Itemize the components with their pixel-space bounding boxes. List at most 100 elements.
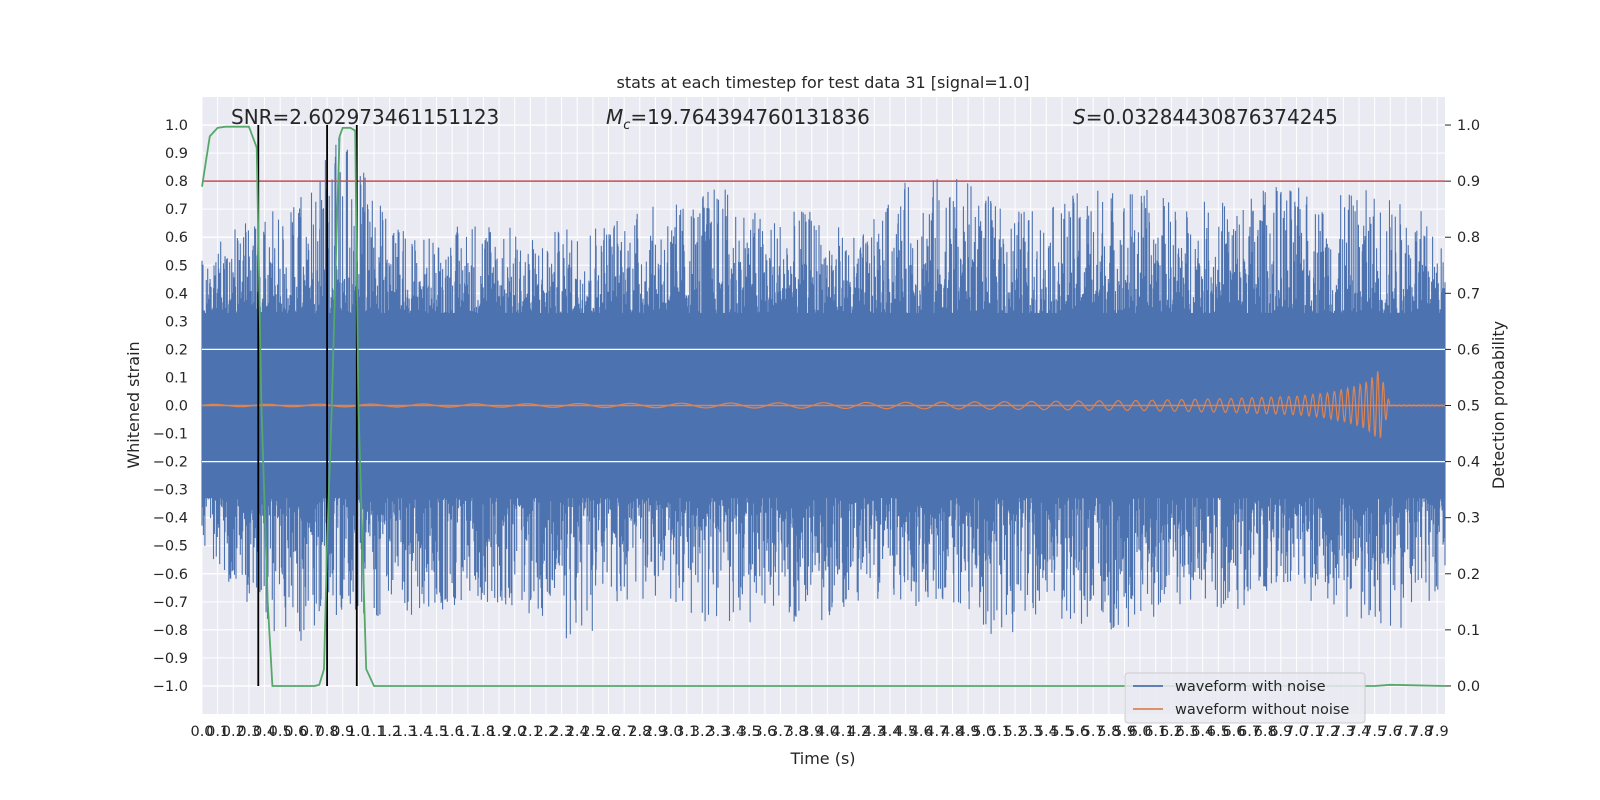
x-tick-label: 2.4	[566, 724, 589, 740]
x-tick-label: 0.9	[331, 724, 354, 740]
chart-title: stats at each timestep for test data 31 …	[617, 73, 1030, 92]
x-tick-label: 5.5	[1050, 724, 1073, 740]
chirp-mass-symbol: M	[606, 105, 623, 129]
x-tick-label: 7.0	[1285, 724, 1308, 740]
y-tick-label-left: 0.2	[165, 342, 188, 358]
x-tick-label: 5.8	[1097, 724, 1120, 740]
x-tick-label: 5.0	[972, 724, 995, 740]
x-tick-label: 7.2	[1316, 724, 1339, 740]
y-tick-label-left: −0.9	[153, 651, 188, 667]
legend-box	[1124, 672, 1366, 724]
s-value: =0.03284430876374245	[1086, 105, 1338, 129]
x-tick-label: 4.2	[847, 724, 870, 740]
x-tick-label: 2.5	[581, 724, 604, 740]
y-axis-label-left: Whitened strain	[124, 341, 143, 468]
x-tick-label: 1.9	[488, 724, 511, 740]
x-tick-label: 4.5	[894, 724, 917, 740]
y-tick-label-left: −1.0	[153, 679, 188, 695]
x-tick-label: 2.0	[503, 724, 526, 740]
y-tick-label-left: 0.7	[165, 202, 188, 218]
series-waveform-without-noise	[202, 371, 1446, 439]
y-tick-label-right: 0.1	[1457, 623, 1480, 639]
y-axis-label-right: Detection probability	[1489, 321, 1508, 489]
legend-label-noise: waveform with noise	[1175, 679, 1326, 695]
x-tick-label: 6.6	[1222, 724, 1245, 740]
x-tick-label: 1.7	[456, 724, 479, 740]
snr-annotation: SNR=2.602973461151123	[231, 105, 499, 129]
x-tick-label: 2.8	[628, 724, 651, 740]
x-tick-label: 0.5	[269, 724, 292, 740]
x-tick-label: 0.1	[206, 724, 229, 740]
x-tick-label: 4.7	[925, 724, 948, 740]
y-tick-label-left: −0.2	[153, 455, 188, 471]
x-tick-label: 3.3	[706, 724, 729, 740]
x-tick-label: 0.8	[316, 724, 339, 740]
y-tick-labels-left: 1.0 0.9 0.8 0.7 0.6 0.5 0.4 0.3 0.2 0.1 0.0 −0.1 −0.…	[153, 118, 188, 695]
x-tick-label: 0.4	[253, 724, 276, 740]
x-tick-label: 1.1	[362, 724, 385, 740]
y-tick-label-right: 0.3	[1457, 511, 1480, 527]
x-tick-label: 5.2	[1004, 724, 1027, 740]
y-tick-label-left: −0.6	[153, 567, 188, 583]
x-tick-label: 7.1	[1301, 724, 1324, 740]
x-tick-label: 3.1	[675, 724, 698, 740]
y-tick-label-left: −0.4	[153, 511, 188, 527]
x-tick-label: 4.6	[910, 724, 933, 740]
x-tick-label: 0.6	[284, 724, 307, 740]
x-tick-label: 3.8	[785, 724, 808, 740]
s-symbol: S	[1073, 105, 1086, 129]
x-tick-label: 0.7	[300, 724, 323, 740]
x-tick-label: 6.4	[1191, 724, 1214, 740]
y-tick-label-left: 0.6	[165, 230, 188, 246]
x-tick-label: 6.3	[1175, 724, 1198, 740]
y-tick-label-left: 1.0	[165, 118, 188, 134]
y-tick-label-left: −0.8	[153, 623, 188, 639]
x-tick-label: 5.1	[988, 724, 1011, 740]
y-tick-label-right: 0.2	[1457, 567, 1480, 583]
x-tick-label: 2.6	[597, 724, 620, 740]
y-tick-label-left: −0.3	[153, 483, 188, 499]
y-tick-label-left: 0.1	[165, 370, 188, 386]
x-tick-label: 5.9	[1113, 724, 1136, 740]
x-tick-label: 1.5	[425, 724, 448, 740]
x-axis-label: Time (s)	[789, 749, 855, 768]
y-tick-label-right: 0.4	[1457, 455, 1480, 471]
x-tick-label: 1.2	[378, 724, 401, 740]
x-tick-label: 4.4	[878, 724, 901, 740]
x-tick-label: 7.6	[1379, 724, 1402, 740]
x-tick-label: 2.2	[534, 724, 557, 740]
y-tick-label-left: 0.8	[165, 174, 188, 190]
x-tick-label: 3.7	[769, 724, 792, 740]
x-tick-label: 4.1	[832, 724, 855, 740]
x-tick-label: 4.3	[863, 724, 886, 740]
x-tick-label: 0.2	[222, 724, 245, 740]
x-tick-label: 7.7	[1394, 724, 1417, 740]
chirp-mass-value: =19.764394760131836	[630, 105, 869, 129]
y-tick-label-left: 0.3	[165, 314, 188, 330]
x-tick-label: 3.4	[722, 724, 745, 740]
x-tick-label: 5.6	[1066, 724, 1089, 740]
x-tick-label: 7.5	[1363, 724, 1386, 740]
chirp-mass-subscript: c	[623, 118, 630, 133]
y-tick-label-left: 0.9	[165, 146, 188, 162]
x-tick-label: 0.0	[190, 724, 213, 740]
x-tick-label: 6.8	[1254, 724, 1277, 740]
x-tick-label: 6.9	[1269, 724, 1292, 740]
y-tick-label-right: 0.6	[1457, 342, 1480, 358]
x-tick-label: 1.4	[409, 724, 432, 740]
s-annotation: S=0.03284430876374245	[1073, 105, 1338, 129]
x-tick-label: 3.9	[800, 724, 823, 740]
y-tick-label-left: 0.5	[165, 258, 188, 274]
y-tick-label-right: 0.5	[1457, 399, 1480, 415]
x-tick-label: 1.8	[472, 724, 495, 740]
x-tick-labels: 0.00.10.20.30.40.50.60.70.80.91.01.11.21…	[190, 724, 1448, 740]
x-tick-label: 6.1	[1144, 724, 1167, 740]
y-tick-labels-right: 1.0 0.9 0.8 0.7 0.6 0.5 0.4 0.3 0.2 0.1 0.0	[1445, 118, 1480, 695]
series-detection-probability	[201, 125, 1446, 687]
x-tick-label: 3.5	[738, 724, 761, 740]
y-tick-label-left: −0.1	[153, 427, 188, 443]
x-tick-label: 3.0	[660, 724, 683, 740]
x-tick-label: 3.6	[753, 724, 776, 740]
y-tick-label-right: 0.7	[1457, 286, 1480, 302]
